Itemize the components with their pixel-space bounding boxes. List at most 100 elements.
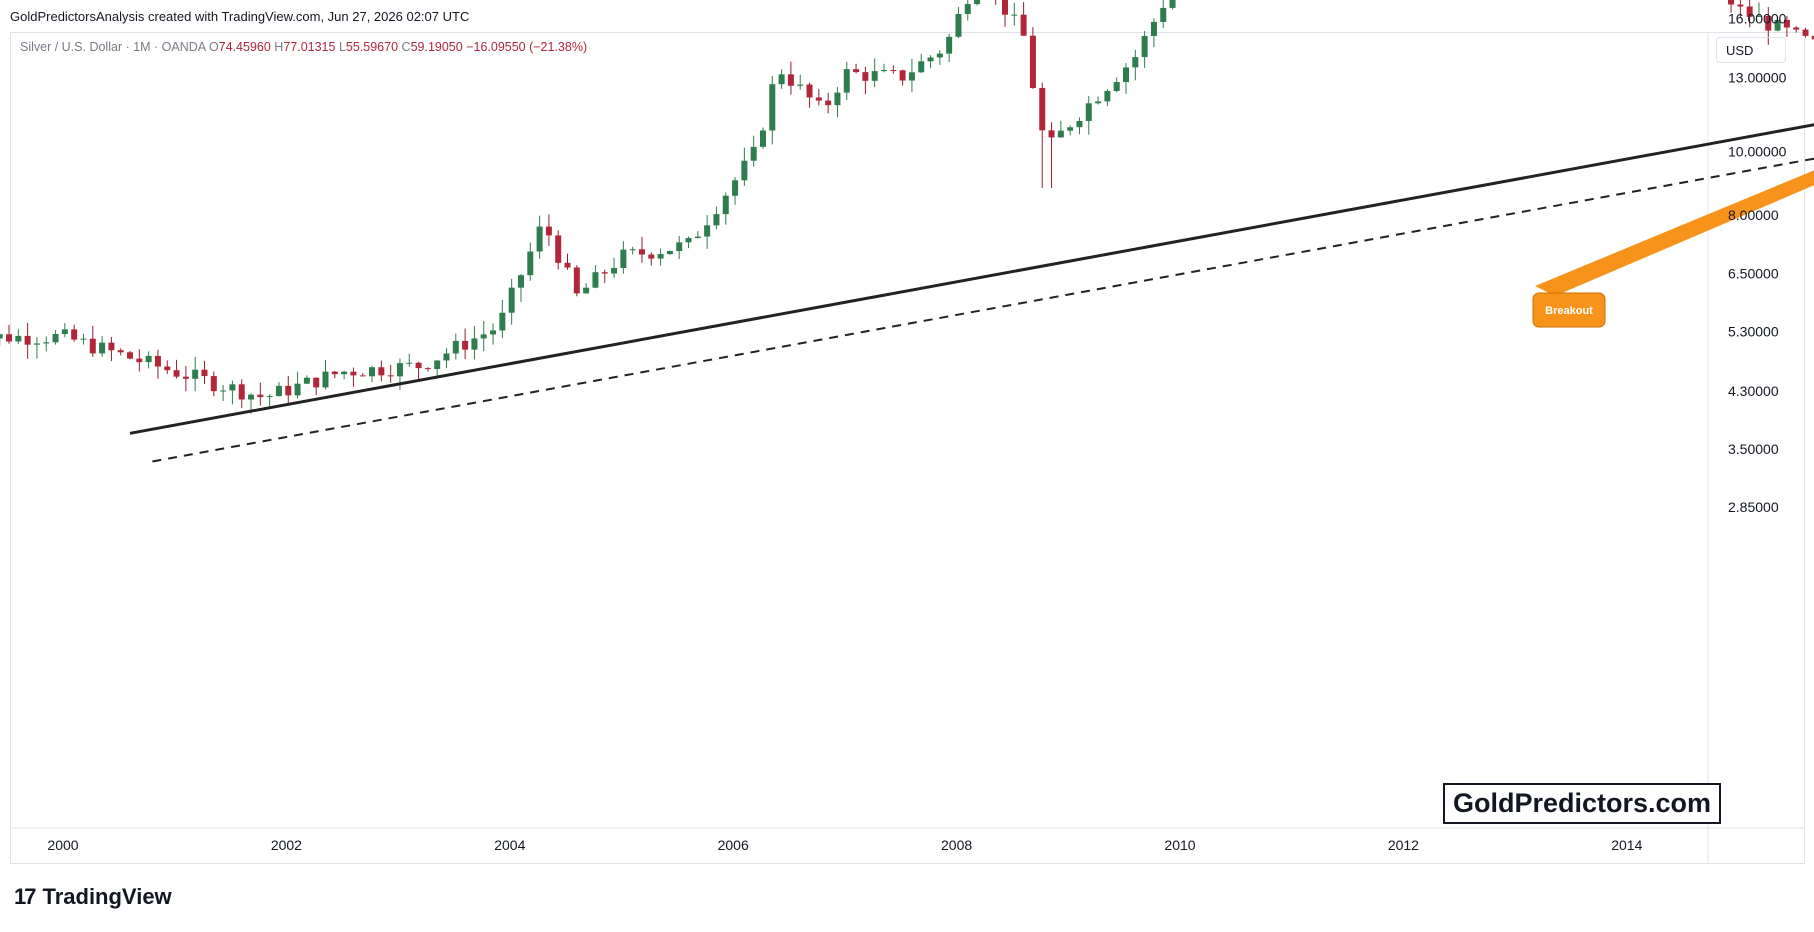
price-tick-label: 4.30000 [1728, 383, 1779, 399]
candle [117, 348, 124, 356]
candle-body [257, 394, 264, 398]
symbol-name: Silver / U.S. Dollar · 1M · OANDA [20, 40, 206, 54]
low-label: L [338, 40, 346, 54]
tradingview-brand[interactable]: 17 TradingView [14, 884, 172, 910]
candle [1169, 0, 1176, 10]
candle-body [536, 226, 543, 252]
candle [285, 376, 292, 406]
candle [1057, 120, 1064, 138]
candle-body [1811, 35, 1814, 40]
candle-body [722, 195, 729, 215]
candle-body [899, 70, 906, 81]
candle-body [517, 275, 524, 288]
candle-body [666, 251, 673, 255]
candle-body [741, 160, 748, 181]
candle-body [294, 383, 301, 396]
candle [741, 147, 748, 186]
candle-body [1783, 19, 1790, 28]
candle [154, 349, 161, 379]
candle [769, 75, 776, 145]
candle-body [369, 367, 376, 377]
candle-body [248, 394, 255, 400]
candle [1076, 117, 1083, 135]
candle [415, 361, 422, 381]
candle-body [778, 74, 785, 85]
candle-body [1746, 6, 1753, 17]
candle [1755, 2, 1762, 17]
candle [862, 66, 869, 95]
candle [424, 367, 431, 372]
candle [1132, 49, 1139, 81]
currency-selector[interactable]: USD [1716, 37, 1786, 63]
candle-body [285, 385, 292, 396]
price-tick-label: 6.50000 [1728, 266, 1779, 282]
candle-body [1132, 57, 1139, 68]
candle-body [601, 272, 608, 274]
high-value: 77.01315 [283, 40, 336, 54]
price-tick-label: 16.00000 [1728, 11, 1787, 27]
candle [620, 241, 627, 274]
price-tick-label: 10.00000 [1728, 144, 1787, 160]
candle-body [406, 362, 413, 364]
candle [108, 336, 115, 362]
candle [908, 58, 915, 93]
candle [443, 348, 450, 369]
candle [1160, 0, 1167, 29]
candle [434, 360, 441, 378]
candle-body [1755, 15, 1762, 17]
candle-body [611, 267, 618, 274]
candle [1067, 125, 1074, 136]
candle-body [192, 369, 199, 379]
candle-body [201, 369, 208, 377]
candle-body [704, 225, 711, 237]
candle-body [1020, 14, 1027, 36]
candle [638, 236, 645, 263]
candle [1793, 26, 1800, 33]
candle [592, 265, 599, 289]
candles-group [0, 0, 1814, 414]
candle-body [33, 343, 40, 345]
candle-body [769, 84, 776, 131]
candle-body [713, 214, 720, 226]
candle [192, 356, 199, 392]
candle-body [61, 329, 68, 335]
price-tick-label: 5.30000 [1728, 324, 1779, 340]
candle-body [182, 376, 189, 379]
candle [43, 336, 50, 352]
candle [406, 353, 413, 367]
candle-body [1029, 35, 1036, 88]
candle-body [908, 72, 915, 81]
candle-body [136, 358, 143, 363]
candle-body [145, 355, 152, 363]
candle [657, 248, 664, 266]
candle [6, 324, 13, 344]
candle-body [685, 238, 692, 243]
candle [843, 61, 850, 101]
candle [127, 351, 134, 360]
candle [322, 359, 329, 390]
candle-body [313, 377, 320, 388]
candle-body [974, 0, 981, 5]
candle-body [573, 267, 580, 294]
candle-body [732, 180, 739, 196]
candle-body [396, 363, 403, 377]
candle-body [806, 84, 813, 98]
candle [573, 265, 580, 297]
candle [545, 214, 552, 246]
tradingview-logo-icon: 17 [14, 884, 37, 909]
time-tick-label: 2004 [494, 837, 525, 853]
candle-body [266, 396, 273, 398]
candle-body [341, 371, 348, 375]
candle-body [1057, 130, 1064, 138]
candle-body [583, 287, 590, 294]
candle [1039, 82, 1046, 188]
candle-body [657, 254, 664, 259]
candle [462, 328, 469, 360]
candle-body [322, 371, 329, 388]
candle-body [629, 249, 636, 251]
candle-body [871, 71, 878, 81]
time-tick-label: 2014 [1611, 837, 1642, 853]
candle-body [52, 334, 59, 343]
candle-body [415, 362, 422, 369]
